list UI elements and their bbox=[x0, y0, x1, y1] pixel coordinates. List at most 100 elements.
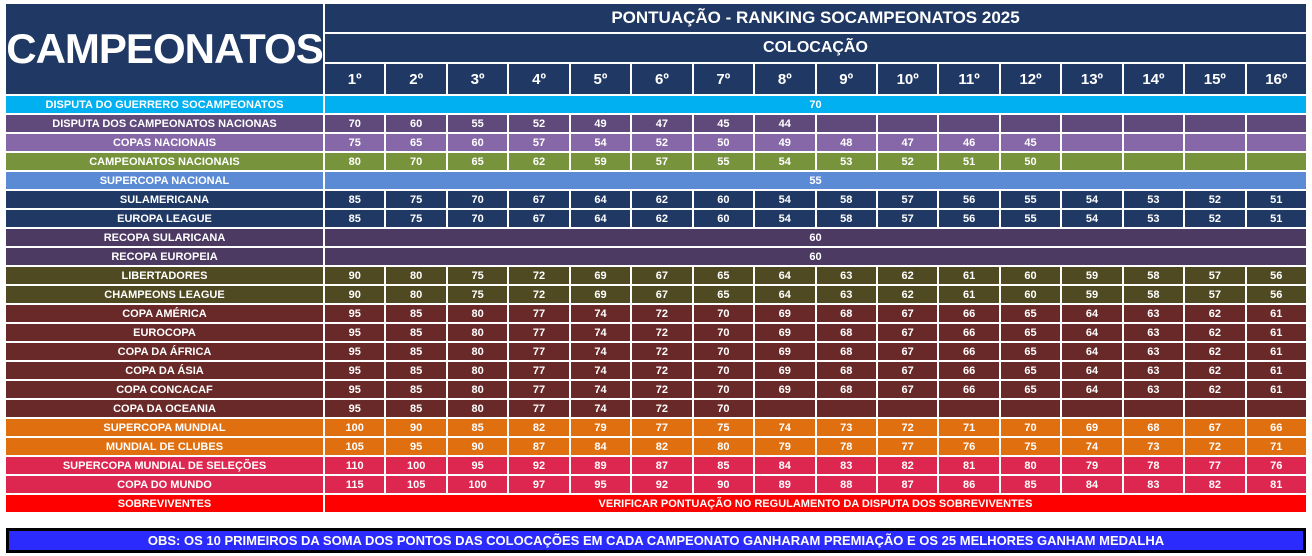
value-cell-r7-c8: 54 bbox=[755, 210, 815, 227]
value-cell-r13-c4: 77 bbox=[509, 324, 569, 341]
value-cell-r11-c3: 75 bbox=[447, 286, 508, 303]
value-cell-r4-c8: 54 bbox=[755, 153, 815, 170]
position-header-14: 14º bbox=[1123, 64, 1184, 94]
value-cell-r14-c11: 66 bbox=[939, 343, 999, 360]
value-cell-r3-c14 bbox=[1123, 134, 1184, 151]
value-cell-r21-c7: 90 bbox=[693, 476, 754, 493]
value-cell-r18-c12: 70 bbox=[1000, 419, 1061, 436]
value-cell-r21-c4: 97 bbox=[509, 476, 569, 493]
position-header-8: 8º bbox=[755, 64, 815, 94]
value-cell-r7-c2: 75 bbox=[386, 210, 446, 227]
value-cell-r16-c7: 70 bbox=[693, 381, 754, 398]
value-cell-r7-c16: 51 bbox=[1246, 210, 1306, 227]
value-cell-r12-c15: 62 bbox=[1185, 305, 1245, 322]
value-cell-r19-c15: 72 bbox=[1185, 438, 1245, 455]
value-cell-r12-c8: 69 bbox=[755, 305, 815, 322]
value-cell-r7-c11: 56 bbox=[939, 210, 999, 227]
position-header-5: 5º bbox=[570, 64, 631, 94]
value-cell-r19-c11: 76 bbox=[939, 438, 999, 455]
value-cell-r18-c6: 77 bbox=[632, 419, 692, 436]
value-cell-r12-c3: 80 bbox=[447, 305, 508, 322]
value-cell-r11-c9: 63 bbox=[816, 286, 876, 303]
value-cell-r2-c2: 60 bbox=[386, 115, 446, 132]
value-cell-r11-c11: 61 bbox=[939, 286, 999, 303]
value-cell-r13-c9: 68 bbox=[816, 324, 876, 341]
value-cell-r13-c8: 69 bbox=[755, 324, 815, 341]
value-cell-r21-c3: 100 bbox=[447, 476, 508, 493]
value-cell-r14-c3: 80 bbox=[447, 343, 508, 360]
position-header-10: 10º bbox=[877, 64, 938, 94]
value-cell-r18-c11: 71 bbox=[939, 419, 999, 436]
value-cell-r20-c1: 110 bbox=[325, 457, 385, 474]
value-cell-r10-c13: 59 bbox=[1062, 267, 1122, 284]
value-cell-r6-c9: 58 bbox=[816, 191, 876, 208]
value-cell-r20-c12: 80 bbox=[1000, 457, 1061, 474]
position-header-2: 2º bbox=[386, 64, 446, 94]
value-cell-r12-c7: 70 bbox=[693, 305, 754, 322]
value-cell-r7-c5: 64 bbox=[570, 210, 631, 227]
value-cell-r6-c4: 67 bbox=[509, 191, 569, 208]
value-cell-r14-c16: 61 bbox=[1246, 343, 1306, 360]
value-cell-r6-c11: 56 bbox=[939, 191, 999, 208]
value-cell-r15-c13: 64 bbox=[1062, 362, 1122, 379]
value-cell-r19-c5: 84 bbox=[570, 438, 631, 455]
value-cell-r6-c7: 60 bbox=[693, 191, 754, 208]
value-cell-r15-c2: 85 bbox=[386, 362, 446, 379]
value-cell-r13-c2: 85 bbox=[386, 324, 446, 341]
value-cell-r14-c12: 65 bbox=[1000, 343, 1061, 360]
value-cell-r21-c11: 86 bbox=[939, 476, 999, 493]
value-cell-r6-c2: 75 bbox=[386, 191, 446, 208]
row-label-16: COPA CONCACAF bbox=[6, 381, 323, 398]
value-cell-r21-c14: 83 bbox=[1123, 476, 1184, 493]
value-cell-r13-c6: 72 bbox=[632, 324, 692, 341]
value-cell-r11-c4: 72 bbox=[509, 286, 569, 303]
value-cell-r4-c14 bbox=[1123, 153, 1184, 170]
position-header-13: 13º bbox=[1062, 64, 1122, 94]
value-cell-r13-c11: 66 bbox=[939, 324, 999, 341]
value-cell-r3-c2: 65 bbox=[386, 134, 446, 151]
value-cell-r15-c12: 65 bbox=[1000, 362, 1061, 379]
value-cell-r2-c8: 44 bbox=[755, 115, 815, 132]
value-cell-r17-c2: 85 bbox=[386, 400, 446, 417]
row-label-2: DISPUTA DOS CAMPEONATOS NACIONAS bbox=[6, 115, 323, 132]
value-cell-r3-c9: 48 bbox=[816, 134, 876, 151]
value-cell-r17-c5: 74 bbox=[570, 400, 631, 417]
value-cell-r6-c8: 54 bbox=[755, 191, 815, 208]
value-cell-r20-c9: 83 bbox=[816, 457, 876, 474]
value-cell-r11-c2: 80 bbox=[386, 286, 446, 303]
value-cell-r21-c9: 88 bbox=[816, 476, 876, 493]
value-cell-r7-c14: 53 bbox=[1123, 210, 1184, 227]
value-cell-r6-c1: 85 bbox=[325, 191, 385, 208]
value-cell-r20-c15: 77 bbox=[1185, 457, 1245, 474]
value-cell-r19-c14: 73 bbox=[1123, 438, 1184, 455]
value-cell-r4-c15 bbox=[1185, 153, 1245, 170]
value-cell-r14-c14: 63 bbox=[1123, 343, 1184, 360]
table-title: PONTUAÇÃO - RANKING SOCAMPEONATOS 2025 bbox=[325, 4, 1306, 32]
value-cell-r10-c8: 64 bbox=[755, 267, 815, 284]
value-cell-r7-c4: 67 bbox=[509, 210, 569, 227]
value-cell-r15-c1: 95 bbox=[325, 362, 385, 379]
value-cell-r15-c11: 66 bbox=[939, 362, 999, 379]
value-cell-r19-c7: 80 bbox=[693, 438, 754, 455]
row-label-15: COPA DA ÁSIA bbox=[6, 362, 323, 379]
value-cell-r12-c4: 77 bbox=[509, 305, 569, 322]
value-cell-r19-c3: 90 bbox=[447, 438, 508, 455]
value-cell-r21-c8: 89 bbox=[755, 476, 815, 493]
value-cell-r3-c11: 46 bbox=[939, 134, 999, 151]
position-header-16: 16º bbox=[1246, 64, 1306, 94]
value-cell-r2-c15 bbox=[1185, 115, 1245, 132]
value-cell-r18-c16: 66 bbox=[1246, 419, 1306, 436]
position-header-9: 9º bbox=[816, 64, 876, 94]
value-cell-r11-c14: 58 bbox=[1123, 286, 1184, 303]
value-cell-r10-c14: 58 bbox=[1123, 267, 1184, 284]
value-cell-r14-c8: 69 bbox=[755, 343, 815, 360]
value-cell-r6-c14: 53 bbox=[1123, 191, 1184, 208]
value-cell-r18-c14: 68 bbox=[1123, 419, 1184, 436]
value-cell-r11-c5: 69 bbox=[570, 286, 631, 303]
value-cell-r6-c13: 54 bbox=[1062, 191, 1122, 208]
value-cell-r4-c13 bbox=[1062, 153, 1122, 170]
value-cell-r18-c2: 90 bbox=[386, 419, 446, 436]
value-cell-r16-c15: 62 bbox=[1185, 381, 1245, 398]
merged-value-cell-row-5: 55 bbox=[325, 172, 1306, 189]
value-cell-r4-c16 bbox=[1246, 153, 1306, 170]
